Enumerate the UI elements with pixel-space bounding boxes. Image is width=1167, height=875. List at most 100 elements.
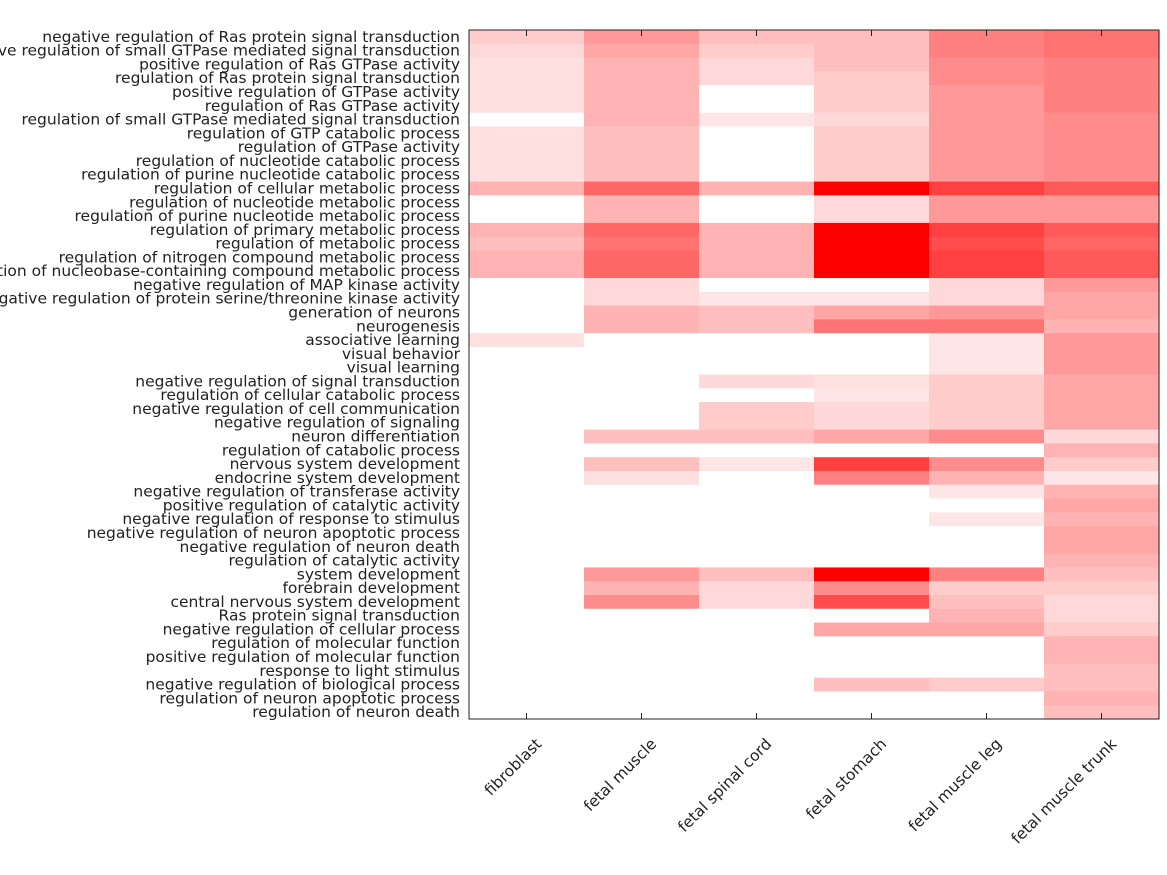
heatmap-cell bbox=[584, 457, 700, 472]
heatmap-cell bbox=[584, 278, 700, 293]
heatmap-cell bbox=[1044, 222, 1160, 238]
heatmap-cell bbox=[929, 30, 1045, 45]
heatmap-cell bbox=[929, 112, 1045, 128]
heatmap-cell bbox=[814, 195, 930, 210]
heatmap-cell bbox=[1044, 457, 1160, 472]
heatmap-cell bbox=[699, 608, 815, 624]
heatmap-cell bbox=[929, 140, 1045, 155]
heatmap-cell bbox=[814, 222, 930, 238]
heatmap-cell bbox=[469, 470, 585, 486]
heatmap-cell bbox=[1044, 415, 1160, 431]
heatmap-cell bbox=[584, 388, 700, 403]
heatmap-cell bbox=[929, 663, 1045, 679]
heatmap-cell bbox=[469, 140, 585, 155]
heatmap-cell bbox=[699, 57, 815, 72]
heatmap-cell bbox=[469, 195, 585, 210]
row-label: neurogenesis bbox=[356, 317, 460, 335]
heatmap-cell bbox=[929, 705, 1045, 720]
heatmap-cell bbox=[814, 429, 930, 444]
heatmap-cell bbox=[469, 526, 585, 541]
heatmap-cell bbox=[814, 677, 930, 693]
heatmap-cell bbox=[814, 553, 930, 569]
heatmap-cell bbox=[699, 484, 815, 500]
heatmap-cell bbox=[699, 319, 815, 334]
heatmap-cell bbox=[929, 388, 1045, 403]
heatmap-cell bbox=[929, 374, 1045, 389]
row-label: regulation of cellular catabolic process bbox=[160, 386, 460, 404]
heatmap-cell bbox=[814, 608, 930, 624]
row-label: negative regulation of cellular process bbox=[163, 620, 460, 638]
row-labels: negative regulation of Ras protein signa… bbox=[0, 28, 461, 721]
heatmap-cell bbox=[814, 167, 930, 183]
heatmap-cell bbox=[929, 567, 1045, 582]
heatmap-cell bbox=[584, 154, 700, 169]
row-label: positive regulation of GTPase activity bbox=[172, 83, 460, 101]
heatmap-cell bbox=[469, 429, 585, 444]
heatmap-cell bbox=[584, 112, 700, 128]
heatmap-cell bbox=[469, 98, 585, 114]
row-label: negative regulation of neuron apoptotic … bbox=[87, 524, 460, 542]
plot-frame bbox=[468, 29, 1160, 720]
heatmap-cell bbox=[469, 181, 585, 196]
heatmap-cell bbox=[814, 512, 930, 527]
heatmap-cell bbox=[1044, 71, 1160, 86]
heatmap-cell bbox=[929, 691, 1045, 706]
heatmap-cell bbox=[699, 167, 815, 183]
heatmap-cell bbox=[814, 112, 930, 128]
heatmap-cell bbox=[469, 581, 585, 596]
heatmap-cell bbox=[699, 663, 815, 679]
heatmap-cell bbox=[929, 154, 1045, 169]
row-label: negative regulation of Ras protein signa… bbox=[42, 28, 460, 46]
heatmap-cell bbox=[814, 415, 930, 431]
heatmap-cell bbox=[929, 43, 1045, 59]
heatmap-cell bbox=[929, 594, 1045, 610]
heatmap-cell bbox=[929, 278, 1045, 293]
heatmap-cell bbox=[584, 319, 700, 334]
heatmap-cell bbox=[814, 388, 930, 403]
heatmap-cell bbox=[1044, 319, 1160, 334]
heatmap-cell bbox=[1044, 526, 1160, 541]
heatmap-cell bbox=[469, 57, 585, 72]
heatmap-cell bbox=[699, 470, 815, 486]
row-label: regulation of neuron apoptotic process bbox=[159, 689, 460, 707]
heatmap-cell bbox=[929, 608, 1045, 624]
heatmap-cell bbox=[699, 333, 815, 348]
heatmap-cell bbox=[584, 594, 700, 610]
heatmap-cell bbox=[469, 126, 585, 141]
heatmap-cell bbox=[469, 346, 585, 362]
heatmap-cell bbox=[814, 705, 930, 720]
heatmap-cell bbox=[584, 126, 700, 141]
heatmap-cell bbox=[1044, 278, 1160, 293]
column-label: fetal muscle leg bbox=[905, 735, 1005, 835]
row-label: regulation of catabolic process bbox=[222, 441, 460, 459]
heatmap-cell bbox=[1044, 539, 1160, 555]
heatmap-cell bbox=[929, 443, 1045, 458]
heatmap-cell bbox=[469, 305, 585, 320]
heatmap-cell bbox=[469, 443, 585, 458]
heatmap-cell bbox=[584, 195, 700, 210]
heatmap-cell bbox=[699, 126, 815, 141]
column-labels: fibroblast fetal muscle fetal spinal cord f… bbox=[481, 735, 1120, 848]
heatmap-cell bbox=[1044, 498, 1160, 513]
row-label: associative learning bbox=[305, 331, 460, 349]
heatmap-cell bbox=[699, 677, 815, 693]
heatmap-cell bbox=[584, 484, 700, 500]
row-label: regulation of catalytic activity bbox=[228, 552, 460, 570]
heatmap-cell bbox=[469, 663, 585, 679]
heatmap-cell bbox=[469, 291, 585, 307]
heatmap-cell bbox=[814, 457, 930, 472]
heatmap-cell bbox=[929, 415, 1045, 431]
heatmap-cell bbox=[584, 43, 700, 59]
heatmap-cell bbox=[469, 677, 585, 693]
row-label: central nervous system development bbox=[171, 593, 461, 611]
row-label: positive regulation of molecular functio… bbox=[146, 648, 460, 666]
heatmap-cell bbox=[929, 250, 1045, 265]
heatmap-cell bbox=[584, 264, 700, 279]
heatmap-cell bbox=[699, 374, 815, 389]
heatmap-cell bbox=[699, 567, 815, 582]
heatmap-cell bbox=[814, 278, 930, 293]
column-label: fetal spinal cord bbox=[674, 735, 775, 836]
heatmap-cell bbox=[1044, 167, 1160, 183]
heatmap-cell bbox=[699, 98, 815, 114]
heatmap-cell bbox=[469, 360, 585, 376]
